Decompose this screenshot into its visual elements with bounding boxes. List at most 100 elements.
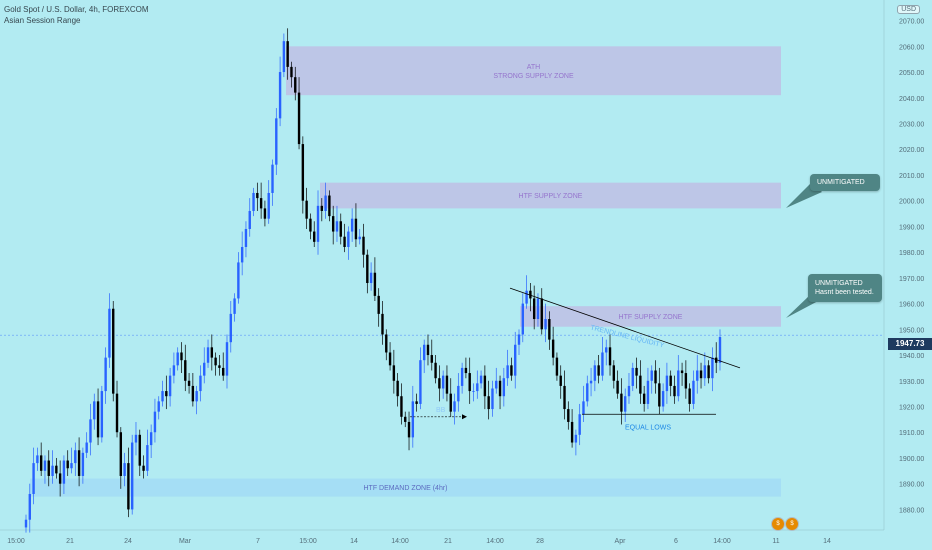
- candle-body: [100, 391, 104, 438]
- candle-body: [210, 347, 214, 358]
- candle-body: [426, 344, 430, 356]
- candle-body: [582, 401, 585, 415]
- candle-body: [199, 375, 202, 392]
- candle-body: [495, 380, 498, 389]
- candle-body: [28, 493, 31, 520]
- zone-box: [520, 306, 781, 327]
- candle-body: [112, 308, 115, 394]
- candle-body: [328, 195, 331, 217]
- flag-icon[interactable]: $: [785, 517, 799, 531]
- candle-body: [620, 393, 623, 412]
- candle-body: [149, 432, 153, 446]
- candle-body: [282, 41, 286, 73]
- x-tick-label: Apr: [615, 538, 627, 545]
- candle-body: [586, 383, 589, 402]
- x-tick-label: 14:00: [486, 538, 504, 545]
- candle-body: [544, 319, 547, 330]
- candle-body: [130, 442, 134, 510]
- flag-icon[interactable]: $: [771, 517, 785, 531]
- candle-body: [350, 218, 354, 232]
- zone-label: HTF SUPPLY ZONE: [519, 193, 583, 200]
- candle-body: [96, 401, 100, 438]
- candle-body: [639, 375, 642, 394]
- y-tick-label: 2040.00: [899, 96, 924, 103]
- candle-body: [673, 385, 676, 397]
- candle-body: [430, 355, 433, 363]
- candle-body: [696, 370, 699, 381]
- candle-body: [180, 352, 183, 361]
- y-tick-label: 1990.00: [899, 224, 924, 231]
- candle-body: [195, 391, 198, 402]
- candle-body: [331, 216, 335, 232]
- candle-body: [214, 357, 217, 366]
- candle-body: [404, 416, 407, 422]
- candle-body: [536, 298, 540, 320]
- callout-unmitigated-2[interactable]: UNMITIGATED Hasnt been tested.: [808, 274, 882, 303]
- candle-body: [373, 272, 377, 296]
- candle-body: [77, 450, 81, 476]
- candle-body: [138, 434, 141, 466]
- y-tick-label: 2000.00: [899, 199, 924, 206]
- candle-body: [309, 218, 312, 232]
- candle-body: [589, 380, 593, 384]
- candle-body: [514, 344, 517, 376]
- candle-body: [468, 373, 471, 392]
- candle-body: [445, 375, 449, 394]
- candle-body: [422, 344, 426, 361]
- candle-body: [74, 450, 77, 464]
- candle-body: [711, 357, 714, 379]
- candle-body: [252, 192, 255, 211]
- candle-body: [677, 370, 680, 397]
- candle-body: [294, 77, 297, 93]
- candle-body: [464, 367, 468, 374]
- indicator-name[interactable]: Asian Session Range: [4, 16, 81, 25]
- y-tick-label: 1960.00: [899, 302, 924, 309]
- candle-body: [411, 401, 415, 438]
- x-tick-label: 15:00: [7, 538, 25, 545]
- candle-body: [525, 290, 528, 304]
- x-tick-label: 15:00: [299, 538, 317, 545]
- current-price-tag: 1947.73: [888, 338, 932, 350]
- candle-body: [593, 365, 597, 381]
- candle-body: [498, 380, 502, 397]
- candle-body: [385, 334, 388, 353]
- candle-body: [362, 236, 365, 255]
- y-tick-label: 1940.00: [899, 353, 924, 360]
- candle-body: [85, 442, 88, 453]
- candle-body: [400, 396, 403, 417]
- candle-body: [438, 378, 441, 389]
- y-tick-label: 1890.00: [899, 482, 924, 489]
- candle-body: [66, 460, 69, 469]
- candle-body: [225, 342, 229, 376]
- candle-body: [658, 383, 661, 407]
- candle-body: [233, 298, 236, 314]
- candle-body: [688, 388, 691, 404]
- x-tick-label: 7: [256, 538, 260, 545]
- candle-body: [506, 365, 509, 379]
- x-tick-label: 6: [674, 538, 678, 545]
- candle-body: [449, 393, 452, 412]
- currency-badge[interactable]: USD: [897, 5, 920, 14]
- candle-body: [271, 164, 274, 193]
- candle-body: [510, 365, 513, 376]
- candle-body: [381, 313, 384, 335]
- candle-body: [237, 262, 240, 299]
- candle-body: [441, 375, 445, 389]
- candle-body: [601, 352, 604, 376]
- candle-body: [47, 460, 50, 476]
- candle-body: [407, 421, 411, 438]
- candle-body: [275, 118, 278, 165]
- candle-body: [532, 298, 536, 320]
- y-tick-label: 1880.00: [899, 507, 924, 514]
- y-tick-label: 2060.00: [899, 44, 924, 51]
- candle-body: [176, 352, 179, 366]
- y-tick-label: 1910.00: [899, 430, 924, 437]
- candle-body: [483, 375, 487, 397]
- candle-body: [316, 205, 320, 242]
- candle-body: [119, 432, 123, 476]
- y-tick-label: 1920.00: [899, 405, 924, 412]
- candle-body: [650, 370, 653, 381]
- callout-unmitigated-1[interactable]: UNMITIGATED: [810, 174, 880, 191]
